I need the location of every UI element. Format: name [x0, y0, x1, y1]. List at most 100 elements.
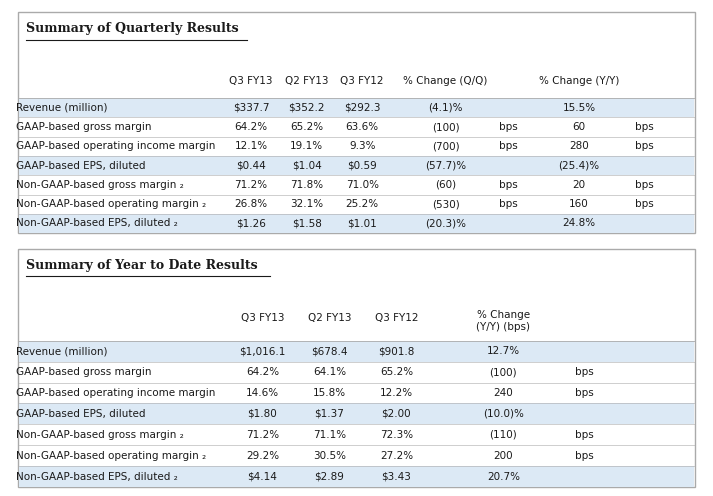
Text: % Change (Q/Q): % Change (Q/Q) — [404, 76, 488, 86]
Bar — [19, 466, 694, 487]
Text: Q3 FY12: Q3 FY12 — [374, 313, 419, 323]
Text: $4.14: $4.14 — [247, 472, 277, 482]
Text: $337.7: $337.7 — [232, 103, 270, 113]
Text: $292.3: $292.3 — [344, 103, 381, 113]
Text: Q3 FY13: Q3 FY13 — [240, 313, 284, 323]
Text: bps: bps — [499, 141, 518, 151]
Text: $1.58: $1.58 — [292, 218, 322, 229]
Text: 12.2%: 12.2% — [380, 388, 413, 398]
Text: Summary of Quarterly Results: Summary of Quarterly Results — [26, 22, 239, 35]
Text: bps: bps — [635, 122, 653, 132]
Text: $1.80: $1.80 — [247, 409, 277, 419]
Text: $1,016.1: $1,016.1 — [239, 346, 286, 356]
Text: 63.6%: 63.6% — [346, 122, 379, 132]
Text: % Change
(Y/Y) (bps): % Change (Y/Y) (bps) — [476, 310, 530, 332]
Text: (20.3)%: (20.3)% — [425, 218, 466, 229]
Text: bps: bps — [575, 430, 593, 440]
Text: 240: 240 — [493, 388, 513, 398]
Text: 71.2%: 71.2% — [246, 430, 279, 440]
Bar — [19, 98, 694, 118]
Text: Q2 FY13: Q2 FY13 — [284, 76, 329, 86]
Text: bps: bps — [575, 388, 593, 398]
Text: 20.7%: 20.7% — [487, 472, 520, 482]
Text: Q3 FY12: Q3 FY12 — [340, 76, 384, 86]
Text: $1.26: $1.26 — [236, 218, 266, 229]
Text: 32.1%: 32.1% — [290, 199, 323, 209]
Text: 26.8%: 26.8% — [235, 199, 267, 209]
Text: (530): (530) — [432, 199, 459, 209]
Text: (100): (100) — [490, 367, 517, 377]
Text: (10.0)%: (10.0)% — [483, 409, 524, 419]
Bar — [19, 403, 694, 425]
Text: 71.1%: 71.1% — [313, 430, 346, 440]
Text: bps: bps — [635, 141, 653, 151]
Text: 9.3%: 9.3% — [349, 141, 376, 151]
Text: Q2 FY13: Q2 FY13 — [307, 313, 352, 323]
Text: 27.2%: 27.2% — [380, 451, 413, 461]
Text: GAAP-based EPS, diluted: GAAP-based EPS, diluted — [16, 161, 145, 171]
Text: 65.2%: 65.2% — [380, 367, 413, 377]
Text: 71.0%: 71.0% — [346, 180, 379, 190]
Text: Revenue (million): Revenue (million) — [16, 103, 107, 113]
Text: (57.7)%: (57.7)% — [425, 161, 466, 171]
Text: $352.2: $352.2 — [288, 103, 325, 113]
Text: 30.5%: 30.5% — [313, 451, 346, 461]
Text: (110): (110) — [490, 430, 517, 440]
Text: $1.04: $1.04 — [292, 161, 322, 171]
Text: 15.8%: 15.8% — [313, 388, 346, 398]
Text: GAAP-based operating income margin: GAAP-based operating income margin — [16, 388, 215, 398]
Text: Non-GAAP-based operating margin ₂: Non-GAAP-based operating margin ₂ — [16, 451, 206, 461]
Text: 71.2%: 71.2% — [235, 180, 267, 190]
Text: Non-GAAP-based gross margin ₂: Non-GAAP-based gross margin ₂ — [16, 180, 183, 190]
Text: GAAP-based EPS, diluted: GAAP-based EPS, diluted — [16, 409, 145, 419]
Text: bps: bps — [575, 367, 593, 377]
Text: (4.1)%: (4.1)% — [429, 103, 463, 113]
Text: (700): (700) — [432, 141, 459, 151]
Text: Revenue (million): Revenue (million) — [16, 346, 107, 356]
Text: $678.4: $678.4 — [311, 346, 348, 356]
Text: $2.89: $2.89 — [314, 472, 344, 482]
Text: 24.8%: 24.8% — [563, 218, 595, 229]
Text: bps: bps — [635, 199, 653, 209]
Bar — [19, 341, 694, 362]
Text: 64.2%: 64.2% — [246, 367, 279, 377]
Text: 160: 160 — [569, 199, 589, 209]
Text: bps: bps — [635, 180, 653, 190]
Text: (100): (100) — [432, 122, 459, 132]
Text: $0.44: $0.44 — [236, 161, 266, 171]
Text: % Change (Y/Y): % Change (Y/Y) — [539, 76, 619, 86]
Text: bps: bps — [499, 122, 518, 132]
Text: 71.8%: 71.8% — [290, 180, 323, 190]
Text: 20: 20 — [573, 180, 585, 190]
Text: $1.01: $1.01 — [347, 218, 377, 229]
Text: 280: 280 — [569, 141, 589, 151]
Text: 200: 200 — [493, 451, 513, 461]
Text: 64.2%: 64.2% — [235, 122, 267, 132]
Bar — [19, 214, 694, 233]
Text: Non-GAAP-based EPS, diluted ₂: Non-GAAP-based EPS, diluted ₂ — [16, 218, 178, 229]
Text: 15.5%: 15.5% — [563, 103, 595, 113]
Text: Non-GAAP-based gross margin ₂: Non-GAAP-based gross margin ₂ — [16, 430, 183, 440]
Bar — [18, 12, 695, 233]
Text: 19.1%: 19.1% — [290, 141, 323, 151]
Text: 29.2%: 29.2% — [246, 451, 279, 461]
Text: bps: bps — [499, 199, 518, 209]
Text: Non-GAAP-based EPS, diluted ₂: Non-GAAP-based EPS, diluted ₂ — [16, 472, 178, 482]
Bar — [18, 249, 695, 487]
Text: 14.6%: 14.6% — [246, 388, 279, 398]
Text: $1.37: $1.37 — [314, 409, 344, 419]
Text: Non-GAAP-based operating margin ₂: Non-GAAP-based operating margin ₂ — [16, 199, 206, 209]
Text: bps: bps — [575, 451, 593, 461]
Text: GAAP-based gross margin: GAAP-based gross margin — [16, 122, 151, 132]
Text: 25.2%: 25.2% — [346, 199, 379, 209]
Text: (25.4)%: (25.4)% — [558, 161, 600, 171]
Text: Summary of Year to Date Results: Summary of Year to Date Results — [26, 259, 258, 272]
Text: bps: bps — [499, 180, 518, 190]
Text: 65.2%: 65.2% — [290, 122, 323, 132]
Text: 60: 60 — [573, 122, 585, 132]
Text: 64.1%: 64.1% — [313, 367, 346, 377]
Text: $3.43: $3.43 — [381, 472, 411, 482]
Text: $901.8: $901.8 — [378, 346, 415, 356]
Text: $0.59: $0.59 — [347, 161, 377, 171]
Text: $2.00: $2.00 — [381, 409, 411, 419]
